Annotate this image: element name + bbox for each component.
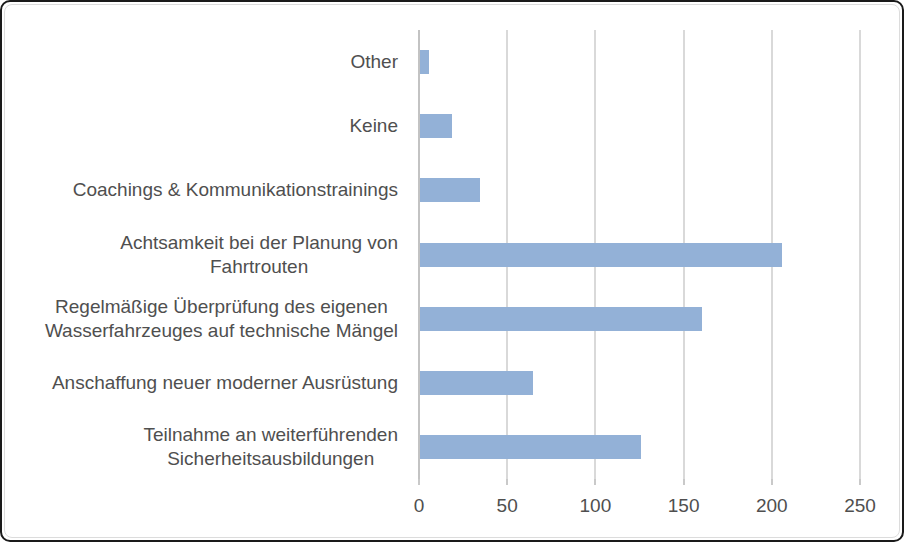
- bar: [420, 435, 641, 459]
- x-tick-label: 50: [497, 495, 518, 517]
- x-tick-label: 200: [756, 495, 788, 517]
- gridline: [859, 30, 861, 479]
- bar: [420, 114, 452, 138]
- bar: [420, 371, 533, 395]
- category-label: Anschaffung neuer moderner Ausrüstung: [52, 371, 398, 395]
- x-axis-tick: [859, 479, 861, 485]
- x-tick-label: 250: [844, 495, 876, 517]
- category-label: Teilnahme an weiterführenden Sicherheits…: [143, 423, 398, 472]
- category-label: Keine: [349, 114, 398, 138]
- category-label: Coachings & Kommunikationstrainings: [73, 178, 398, 202]
- bar: [420, 50, 429, 74]
- x-tick-label: 0: [414, 495, 425, 517]
- x-tick-label: 150: [668, 495, 700, 517]
- bar: [420, 178, 480, 202]
- category-label: Achtsamkeit bei der Planung von Fahrtrou…: [120, 230, 398, 279]
- bar: [420, 307, 702, 331]
- category-label: Regelmäßige Überprüfung des eigenen Wass…: [45, 294, 398, 343]
- x-axis-tick: [506, 479, 508, 485]
- chart-frame: Other Keine Coachings & Kommunikationstrai…: [0, 0, 904, 542]
- x-axis-tick: [683, 479, 685, 485]
- x-axis-tick: [771, 479, 773, 485]
- plot-area: [419, 30, 860, 479]
- x-tick-label: 100: [580, 495, 612, 517]
- category-label: Other: [350, 50, 398, 74]
- x-axis-tick: [418, 479, 420, 485]
- x-axis-tick: [594, 479, 596, 485]
- bar: [420, 243, 782, 267]
